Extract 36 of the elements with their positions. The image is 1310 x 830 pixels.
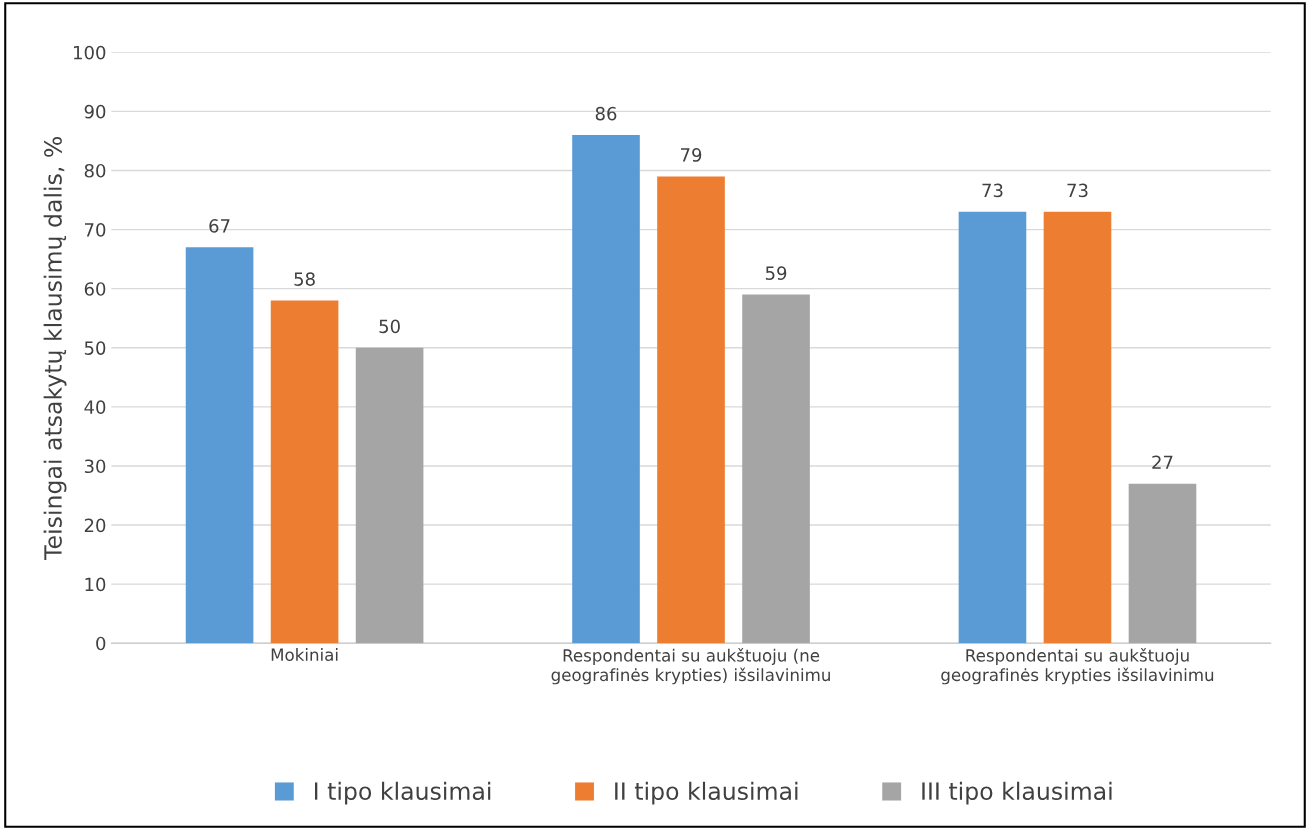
legend-label: III tipo klausimai xyxy=(922,781,1112,805)
y-tick-label: 60 xyxy=(84,282,106,296)
bar xyxy=(958,211,1027,644)
y-tick-label: 100 xyxy=(74,45,106,60)
y-tick-label: 20 xyxy=(84,518,106,533)
data-label: 27 xyxy=(1152,455,1173,469)
y-tick-label: 40 xyxy=(84,400,106,414)
x-tick-label: Respondentai su aukštuoju geografinės krypties išsilavinimu xyxy=(941,648,1214,685)
y-tick-label: 70 xyxy=(84,223,106,237)
data-label: 73 xyxy=(982,183,1003,198)
y-tick-label: 80 xyxy=(84,163,106,178)
bar xyxy=(185,247,254,644)
y-tick-label: 0 xyxy=(96,636,106,651)
bar xyxy=(270,300,339,644)
bar xyxy=(572,135,640,644)
bar xyxy=(742,294,810,644)
data-label: 50 xyxy=(379,319,400,334)
x-tick-label: Mokiniai xyxy=(271,648,338,662)
data-label: 59 xyxy=(765,266,787,280)
y-tick-label: 50 xyxy=(84,341,106,355)
bar xyxy=(355,347,424,644)
legend-label: II tipo klausimai xyxy=(615,781,798,805)
bar xyxy=(1043,211,1112,644)
data-label: 86 xyxy=(595,106,617,121)
data-label: 73 xyxy=(1067,183,1088,198)
bar xyxy=(657,176,725,644)
data-label: 67 xyxy=(209,219,230,233)
y-tick-label: 10 xyxy=(85,577,106,592)
x-tick-label: Respondentai su aukštuoju (ne geografinės krypties) išsilavinimu xyxy=(551,648,830,685)
y-tick-label: 30 xyxy=(84,459,106,474)
y-axis-title: Teisingai atsakytų klausimų dalis, % xyxy=(43,136,67,560)
y-tick-label: 90 xyxy=(84,104,106,119)
bar xyxy=(1128,483,1197,644)
data-label: 58 xyxy=(294,272,315,286)
data-label: 79 xyxy=(681,148,702,162)
legend-label: I tipo klausimai xyxy=(314,781,491,805)
